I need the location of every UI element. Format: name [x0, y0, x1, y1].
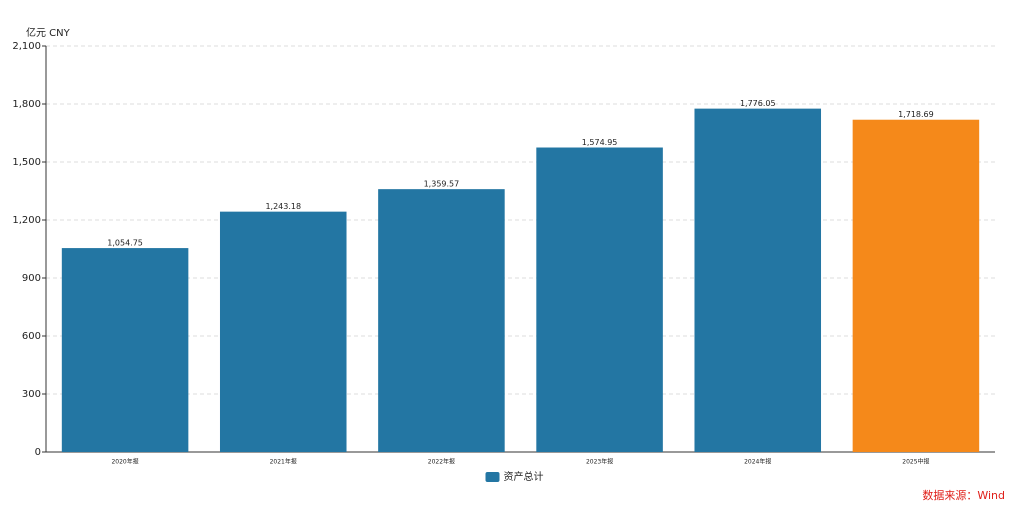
data-label: 1,243.18	[265, 202, 301, 211]
legend-label: 资产总计	[504, 470, 544, 483]
y-tick-label: 900	[22, 273, 41, 284]
bar	[694, 108, 822, 452]
x-tick-label: 2025中报	[902, 458, 929, 466]
x-tick-label: 2022年报	[428, 458, 455, 466]
unit-label: 亿元 CNY	[26, 26, 71, 39]
bar	[536, 147, 663, 452]
bar	[61, 248, 189, 452]
x-tick-label: 2021年报	[270, 458, 297, 466]
source-note: 数据来源：Wind	[922, 488, 1005, 502]
data-label: 1,359.57	[424, 180, 460, 189]
y-tick-label: 1,200	[12, 215, 41, 226]
x-tick-label: 2020年报	[111, 458, 138, 466]
bar	[219, 211, 347, 452]
y-tick-label: 300	[22, 389, 41, 400]
legend-swatch	[485, 472, 500, 482]
data-label: 1,718.69	[898, 110, 934, 119]
data-label: 1,776.05	[740, 99, 776, 108]
y-tick-label: 2,100	[12, 41, 41, 52]
data-label: 1,574.95	[582, 138, 618, 147]
y-tick-label: 1,800	[12, 99, 41, 110]
bar	[852, 119, 980, 452]
x-tick-label: 2024年报	[744, 458, 771, 466]
y-tick-label: 0	[35, 447, 41, 458]
x-tick-label: 2023年报	[586, 458, 613, 466]
data-label: 1,054.75	[107, 239, 143, 248]
y-tick-label: 600	[22, 331, 41, 342]
y-tick-label: 1,500	[12, 157, 41, 168]
bar	[378, 189, 505, 453]
